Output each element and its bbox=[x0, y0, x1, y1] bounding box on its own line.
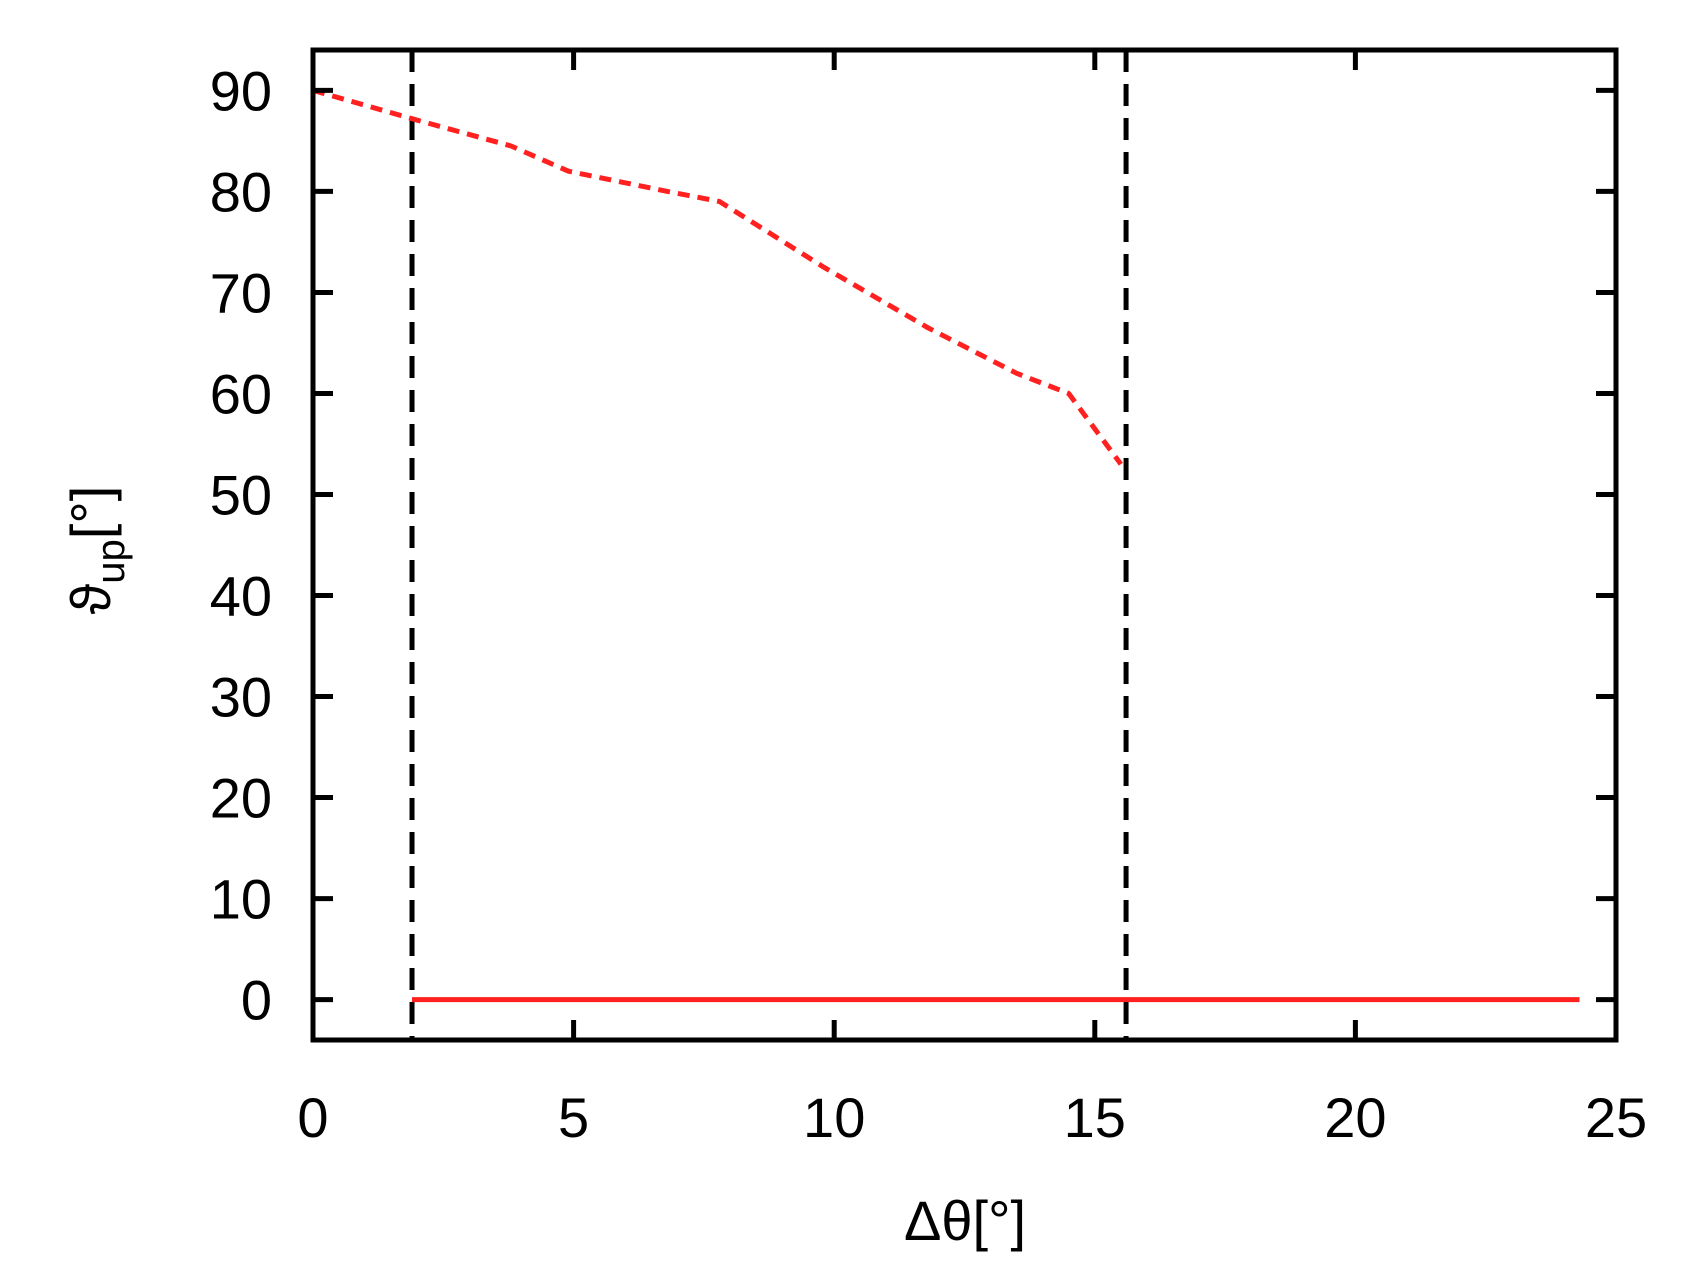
y-tick-label: 0 bbox=[241, 969, 272, 1032]
plot-frame bbox=[310, 47, 1619, 1043]
y-tick-label: 10 bbox=[210, 868, 272, 931]
tick-labels: 0 5 10 15 20 25 0 10 20 30 40 50 60 70 80 90 bbox=[210, 59, 1647, 1149]
y-tick-label: 20 bbox=[210, 767, 272, 830]
y-tick-label: 50 bbox=[210, 463, 272, 526]
y-tick-label: 40 bbox=[210, 565, 272, 628]
series-line-1 bbox=[312, 87, 1123, 466]
y-axis-label-subscript: up bbox=[89, 539, 133, 584]
y-tick-label: 70 bbox=[210, 261, 272, 324]
y-tick-label: 80 bbox=[210, 160, 272, 223]
x-tick-label: 20 bbox=[1324, 1086, 1386, 1149]
y-tick-label: 30 bbox=[210, 666, 272, 729]
y-axis-label-unit: [°] bbox=[59, 486, 122, 540]
plot-marks bbox=[312, 50, 1580, 1040]
y-tick-label: 90 bbox=[210, 59, 272, 122]
x-axis-label: Δθ[°] bbox=[904, 1189, 1026, 1252]
x-tick-label: 0 bbox=[297, 1086, 328, 1149]
y-tick-label: 60 bbox=[210, 362, 272, 425]
x-tick-label: 25 bbox=[1585, 1086, 1647, 1149]
y-axis-label-symbol: ϑ bbox=[59, 583, 122, 614]
axis-ticks bbox=[310, 50, 1619, 1040]
x-tick-label: 10 bbox=[803, 1086, 865, 1149]
x-tick-label: 15 bbox=[1064, 1086, 1126, 1149]
x-tick-label: 5 bbox=[558, 1086, 589, 1149]
y-axis-label: ϑup[°] bbox=[59, 486, 133, 615]
